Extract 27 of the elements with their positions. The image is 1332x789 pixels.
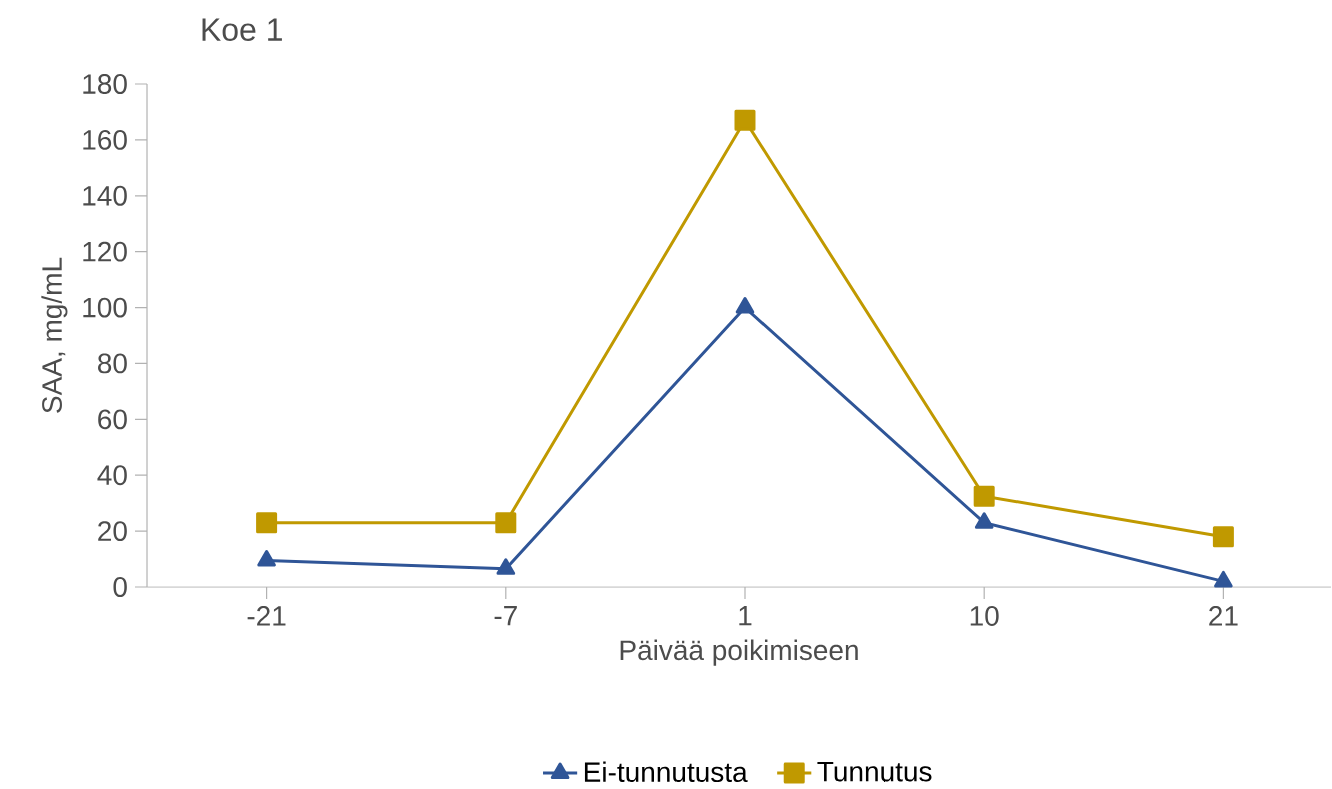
- y-tick-label: 20: [98, 521, 127, 542]
- y-tick-label: 120: [83, 241, 127, 262]
- point: [973, 485, 995, 507]
- x-tick-label: -7: [494, 606, 517, 626]
- y-tick-label: 40: [97, 465, 127, 486]
- point: [974, 512, 994, 529]
- y-tick-label: 80: [98, 353, 127, 374]
- legend-label: Tunnutus: [817, 761, 932, 782]
- point: [734, 109, 756, 131]
- y-axis-title: SAA, mg/mL: [41, 257, 68, 413]
- x-axis-title: Päivää poikimiseen: [620, 639, 858, 666]
- y-tick-label: 160: [83, 129, 127, 150]
- point: [496, 558, 516, 575]
- x-tick-label: 10: [970, 606, 999, 626]
- y-tick-label: 60: [98, 409, 127, 430]
- point: [1214, 570, 1233, 588]
- y-tick-label: 140: [83, 185, 127, 206]
- x-tick-label: 1: [739, 606, 752, 626]
- x-tick-label: -21: [247, 606, 286, 626]
- chart-title: Koe 1: [202, 18, 282, 41]
- legend-label: Ei-tunnutusta: [584, 761, 748, 783]
- y-tick-label: 180: [83, 74, 127, 94]
- y-tick-label: 100: [83, 297, 127, 318]
- y-tick-label: 0: [113, 577, 127, 597]
- point: [735, 297, 755, 314]
- point: [257, 549, 276, 567]
- x-tick-label: 21: [1209, 606, 1238, 626]
